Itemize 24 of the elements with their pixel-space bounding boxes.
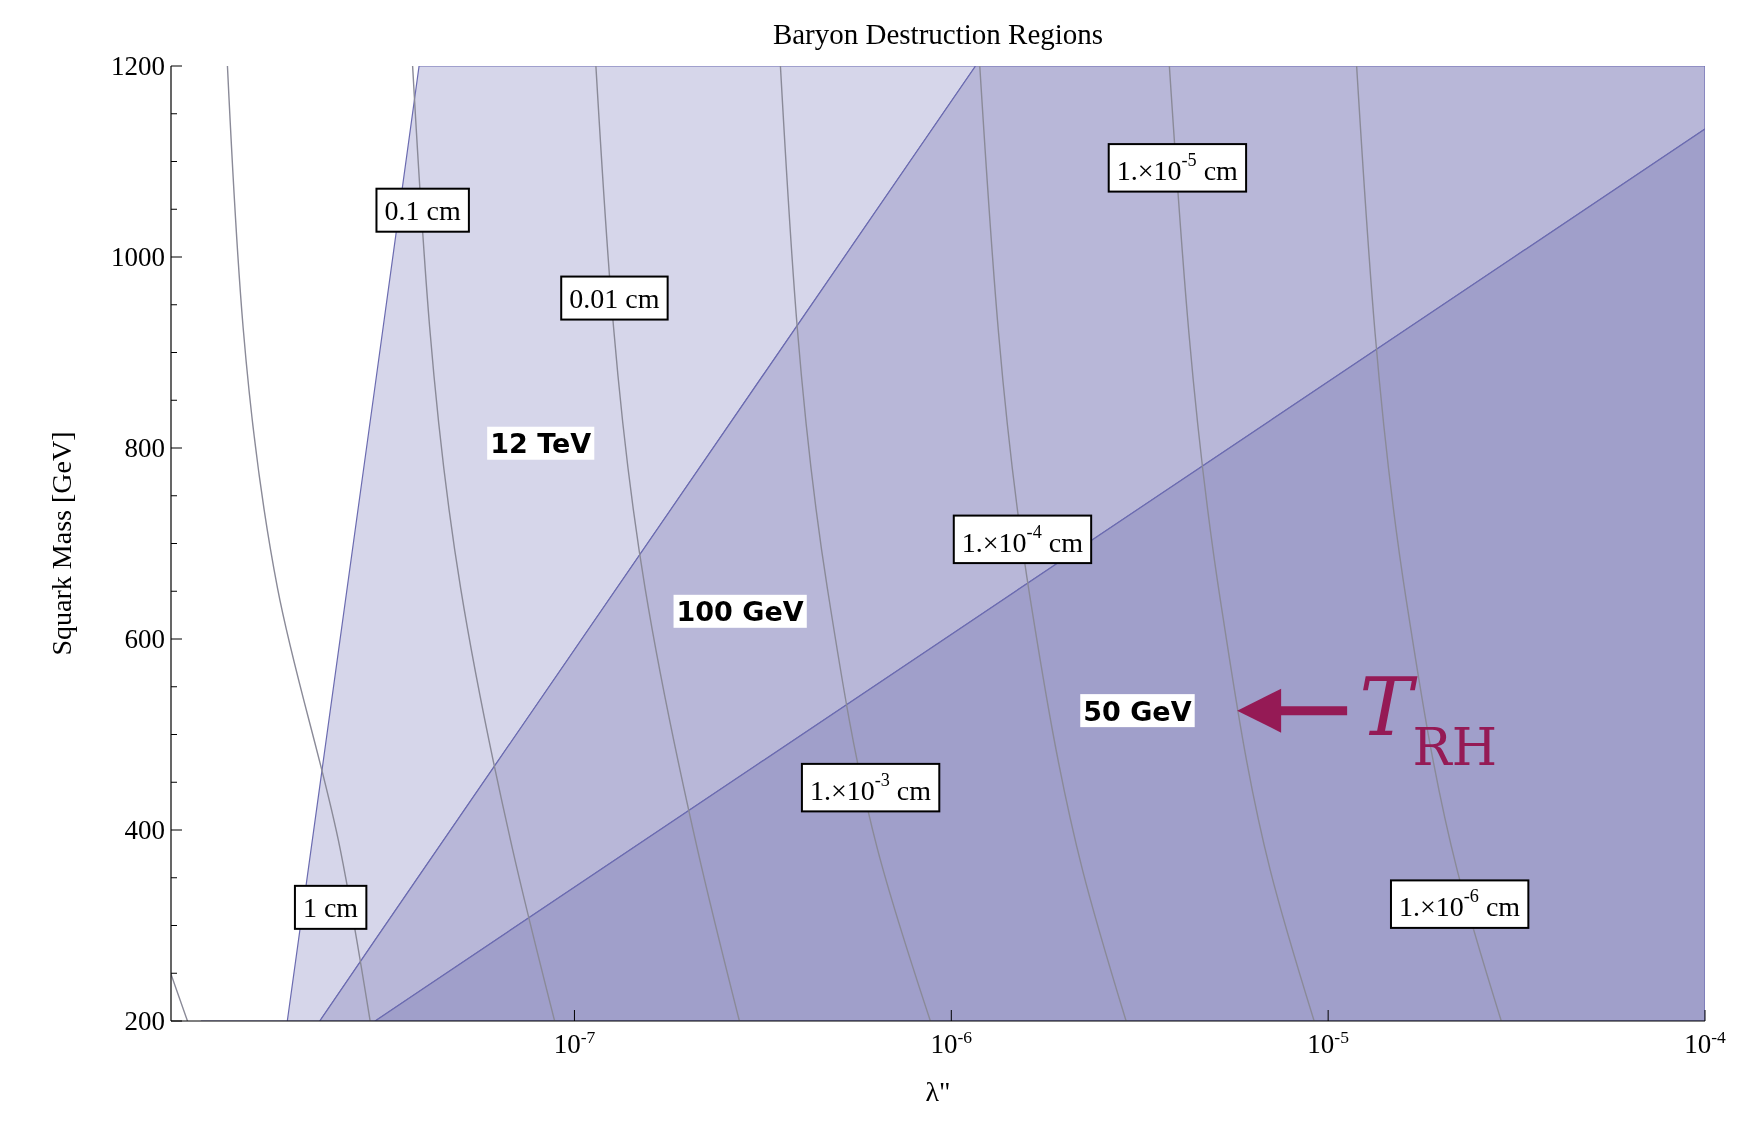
y-tick-label: 800	[124, 433, 165, 463]
y-tick-label: 200	[124, 1006, 165, 1036]
series-label: 0.1 cm	[384, 194, 461, 226]
y-axis-title: Squark Mass [GeV]	[46, 431, 77, 656]
y-tick-label: 1200	[111, 51, 165, 81]
series-label: 1 cm	[302, 891, 359, 923]
x-tick-label: 10$^{-5}$	[1307, 1027, 1350, 1059]
x-axis-title: λ"	[925, 1076, 951, 1107]
series-label: 12 TeV	[490, 427, 592, 459]
series-label: 1.×10$^{-5}$ cm	[1116, 150, 1239, 186]
x-tick-label: 10$^{-7}$	[553, 1027, 596, 1059]
annotation: T$_{RH}$	[1359, 660, 1497, 777]
series-label: 1.×10$^{-3}$ cm	[809, 769, 932, 806]
series-label: 0.01 cm	[569, 282, 660, 314]
y-tick-label: 400	[124, 815, 165, 845]
x-tick-label: 10$^{-6}$	[930, 1027, 973, 1059]
series-label: 1.×10$^{-4}$ cm	[961, 521, 1084, 558]
series-label: 100 GeV	[676, 595, 804, 627]
y-tick-label: 600	[124, 624, 165, 654]
series-label: 50 GeV	[1083, 695, 1192, 727]
chart-title: Baryon Destruction Regions	[772, 18, 1104, 50]
x-tick-label: 10$^{-4}$	[1684, 1027, 1727, 1059]
series-label: 1.×10$^{-6}$ cm	[1398, 886, 1521, 922]
y-tick-label: 1000	[111, 242, 165, 272]
